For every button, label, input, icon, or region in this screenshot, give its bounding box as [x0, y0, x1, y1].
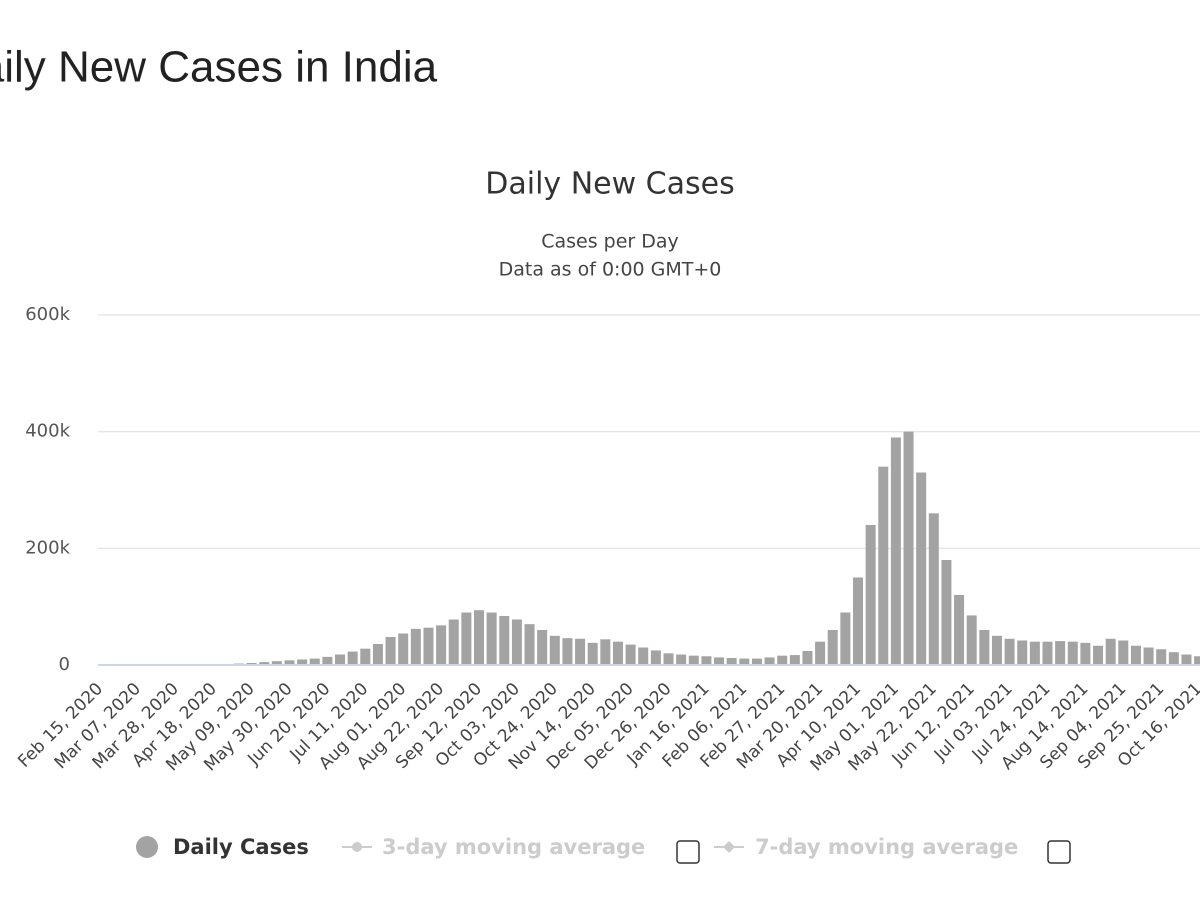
- bar: [1093, 645, 1104, 665]
- bar: [979, 630, 990, 665]
- bar: [688, 655, 699, 665]
- bar: [941, 560, 952, 665]
- bar: [853, 577, 863, 665]
- bar: [410, 628, 421, 665]
- bar: [840, 612, 851, 665]
- bar: [1029, 641, 1040, 665]
- bar: [398, 633, 409, 665]
- bar: [511, 619, 522, 665]
- bar: [954, 595, 965, 665]
- legend-label[interactable]: Daily Cases: [173, 835, 309, 859]
- bar: [271, 661, 282, 665]
- bar: [966, 615, 977, 665]
- bar: [335, 654, 346, 665]
- y-tick-label: 600k: [25, 304, 70, 325]
- bar: [372, 644, 383, 665]
- bar: [1118, 640, 1129, 665]
- bar: [423, 627, 434, 665]
- bar: [347, 651, 358, 665]
- bar: [575, 638, 586, 665]
- bar: [1181, 654, 1192, 665]
- legend-symbol[interactable]: [723, 841, 735, 853]
- bar: [991, 635, 1002, 665]
- bar: [1004, 638, 1015, 665]
- bar: [650, 650, 661, 665]
- legend-symbol[interactable]: [352, 842, 362, 852]
- bar: [448, 619, 459, 665]
- page-title: Daily New Cases in India: [0, 43, 438, 92]
- bar: [297, 659, 308, 665]
- bar: [360, 648, 371, 665]
- bar: [1042, 641, 1053, 665]
- bar: [739, 658, 750, 665]
- bar: [612, 641, 623, 665]
- bar: [600, 639, 611, 665]
- bar: [1055, 641, 1066, 665]
- bar: [726, 658, 737, 665]
- bar: [1017, 640, 1028, 665]
- bar: [777, 655, 788, 665]
- chart-subtitle: Cases per Day: [541, 231, 679, 253]
- checkbox[interactable]: [1047, 840, 1071, 864]
- bar: [562, 638, 573, 665]
- bar: [878, 466, 889, 665]
- y-tick-label: 200k: [25, 537, 70, 558]
- bar: [865, 525, 876, 665]
- y-tick-label: 400k: [25, 421, 70, 442]
- bar: [789, 655, 800, 665]
- chart-title: Daily New Cases: [485, 167, 734, 202]
- bar: [1156, 649, 1167, 665]
- bar: [385, 637, 396, 665]
- bar: [714, 657, 725, 665]
- bar: [764, 657, 775, 665]
- bar: [309, 658, 320, 665]
- bar: [802, 651, 813, 665]
- bar: [1080, 642, 1091, 665]
- bar: [474, 610, 484, 665]
- bar: [1130, 645, 1141, 665]
- bar: [638, 647, 649, 665]
- bar: [1194, 656, 1200, 665]
- bar: [499, 616, 510, 665]
- bar: [815, 641, 826, 665]
- bar: [916, 472, 927, 665]
- bar: [663, 653, 674, 665]
- bar: [461, 612, 472, 665]
- y-tick-label: 0: [59, 654, 70, 675]
- checkbox[interactable]: [676, 840, 700, 864]
- bar: [928, 513, 939, 665]
- bar: [524, 624, 535, 665]
- bar: [1168, 652, 1179, 665]
- bar: [549, 635, 560, 665]
- bar: [1105, 638, 1116, 665]
- legend-label[interactable]: 7-day moving average: [755, 835, 1018, 859]
- bar: [322, 656, 333, 665]
- bar: [676, 654, 687, 665]
- chart-note: Data as of 0:00 GMT+0: [499, 259, 722, 281]
- legend-label[interactable]: 3-day moving average: [382, 835, 645, 859]
- bar: [701, 656, 712, 665]
- bar: [890, 437, 901, 665]
- bar: [436, 625, 447, 665]
- bar: [625, 644, 636, 665]
- bar: [284, 660, 295, 665]
- bar: [751, 658, 762, 665]
- bar: [1067, 641, 1078, 665]
- bar: [259, 662, 270, 665]
- bar: [537, 630, 548, 665]
- bar: [587, 642, 598, 665]
- bar: [1143, 647, 1154, 665]
- bar: [486, 612, 497, 665]
- legend-symbol[interactable]: [136, 836, 158, 858]
- bar: [827, 630, 838, 665]
- bar: [246, 662, 257, 665]
- bar: [903, 431, 914, 665]
